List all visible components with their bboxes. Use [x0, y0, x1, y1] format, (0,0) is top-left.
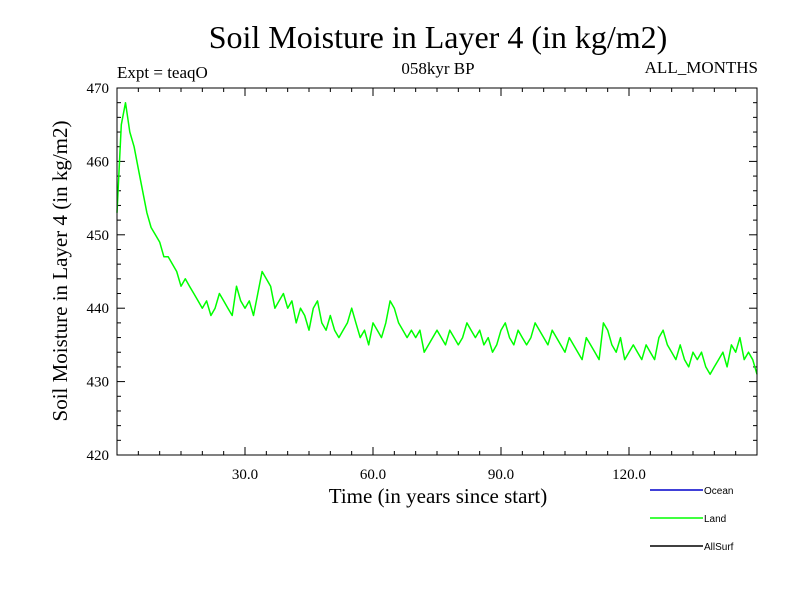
- y-tick-label: 460: [87, 154, 110, 170]
- x-tick-label: 30.0: [232, 467, 258, 483]
- legend-label-allsurf: AllSurf: [704, 542, 734, 553]
- plot-frame: [116, 87, 758, 456]
- axis-ticks: 420 430 440 450 460 470 30.0 60.0 90.0 120.0: [87, 81, 757, 483]
- y-tick-label: 430: [87, 375, 110, 391]
- x-tick-label: 120.0: [612, 467, 646, 483]
- legend: Ocean Land AllSurf: [650, 486, 734, 553]
- x-axis-label: Time (in years since start): [329, 484, 548, 508]
- chart-title: Soil Moisture in Layer 4 (in kg/m2): [209, 19, 668, 55]
- plot-area: [116, 101, 758, 376]
- experiment-label: Expt = teaqO: [117, 63, 208, 82]
- x-tick-label: 60.0: [360, 467, 386, 483]
- y-tick-label: 470: [87, 81, 110, 97]
- y-axis-label: Soil Moisture in Layer 4 (in kg/m2): [48, 121, 72, 422]
- series-line-land: [116, 101, 758, 376]
- y-tick-label: 420: [87, 448, 110, 464]
- legend-label-ocean: Ocean: [704, 486, 733, 497]
- x-tick-label: 90.0: [488, 467, 514, 483]
- y-tick-label: 440: [87, 301, 110, 317]
- period-label: 058kyr BP: [401, 59, 474, 78]
- legend-label-land: Land: [704, 514, 726, 525]
- months-label: ALL_MONTHS: [645, 58, 758, 77]
- y-tick-label: 450: [87, 228, 110, 244]
